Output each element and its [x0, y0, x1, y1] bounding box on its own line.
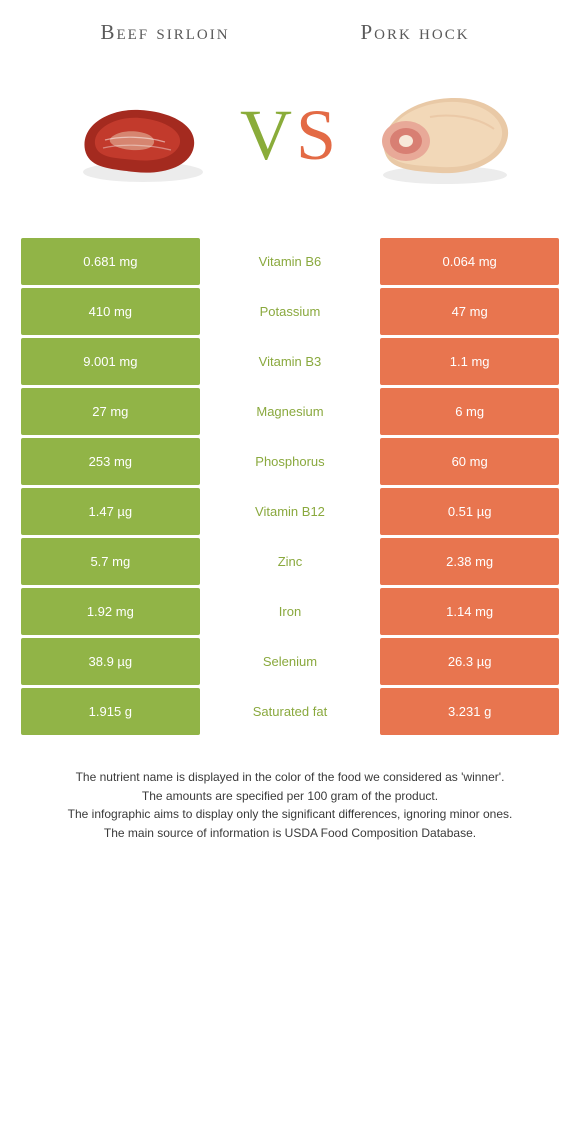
value-left: 1.47 µg [21, 488, 200, 535]
value-right: 1.14 mg [380, 588, 559, 635]
table-row: 1.915 gSaturated fat3.231 g [21, 688, 559, 735]
value-right: 3.231 g [380, 688, 559, 735]
nutrient-label: Magnesium [201, 388, 380, 435]
table-row: 410 mgPotassium47 mg [21, 288, 559, 335]
value-right: 0.064 mg [380, 238, 559, 285]
value-right: 6 mg [380, 388, 559, 435]
value-right: 2.38 mg [380, 538, 559, 585]
title-left: Beef sirloin [40, 20, 290, 45]
table-row: 27 mgMagnesium6 mg [21, 388, 559, 435]
food-image-left [40, 80, 240, 190]
value-left: 38.9 µg [21, 638, 200, 685]
infographic-root: Beef sirloin Pork hock VS [0, 0, 580, 1144]
nutrient-label: Iron [201, 588, 380, 635]
table-row: 253 mgPhosphorus60 mg [21, 438, 559, 485]
value-left: 9.001 mg [21, 338, 200, 385]
value-right: 0.51 µg [380, 488, 559, 535]
nutrient-label: Saturated fat [201, 688, 380, 735]
table-row: 1.47 µgVitamin B120.51 µg [21, 488, 559, 535]
value-right: 1.1 mg [380, 338, 559, 385]
nutrient-label: Selenium [201, 638, 380, 685]
comparison-table-wrap: 0.681 mgVitamin B60.064 mg410 mgPotassiu… [0, 235, 580, 738]
footnotes: The nutrient name is displayed in the co… [0, 738, 580, 842]
table-row: 5.7 mgZinc2.38 mg [21, 538, 559, 585]
vs-label: VS [240, 99, 340, 171]
footnote-line: The amounts are specified per 100 gram o… [32, 787, 548, 806]
footnote-line: The nutrient name is displayed in the co… [32, 768, 548, 787]
table-row: 0.681 mgVitamin B60.064 mg [21, 238, 559, 285]
value-left: 1.915 g [21, 688, 200, 735]
footnote-line: The main source of information is USDA F… [32, 824, 548, 843]
nutrient-label: Vitamin B12 [201, 488, 380, 535]
nutrient-label: Zinc [201, 538, 380, 585]
value-right: 60 mg [380, 438, 559, 485]
value-left: 0.681 mg [21, 238, 200, 285]
footnote-line: The infographic aims to display only the… [32, 805, 548, 824]
value-left: 5.7 mg [21, 538, 200, 585]
value-left: 410 mg [21, 288, 200, 335]
value-left: 253 mg [21, 438, 200, 485]
titles-row: Beef sirloin Pork hock [0, 20, 580, 45]
table-row: 1.92 mgIron1.14 mg [21, 588, 559, 635]
beef-sirloin-icon [65, 80, 215, 190]
table-row: 9.001 mgVitamin B31.1 mg [21, 338, 559, 385]
comparison-table: 0.681 mgVitamin B60.064 mg410 mgPotassiu… [20, 235, 560, 738]
hero-row: VS [0, 45, 580, 235]
value-left: 27 mg [21, 388, 200, 435]
title-right: Pork hock [290, 20, 540, 45]
food-image-right [340, 75, 540, 195]
table-row: 38.9 µgSelenium26.3 µg [21, 638, 559, 685]
nutrient-label: Vitamin B6 [201, 238, 380, 285]
value-left: 1.92 mg [21, 588, 200, 635]
vs-v: V [240, 95, 296, 175]
nutrient-label: Vitamin B3 [201, 338, 380, 385]
pork-hock-icon [360, 75, 520, 195]
nutrient-label: Phosphorus [201, 438, 380, 485]
vs-s: S [296, 95, 340, 175]
value-right: 47 mg [380, 288, 559, 335]
value-right: 26.3 µg [380, 638, 559, 685]
nutrient-label: Potassium [201, 288, 380, 335]
